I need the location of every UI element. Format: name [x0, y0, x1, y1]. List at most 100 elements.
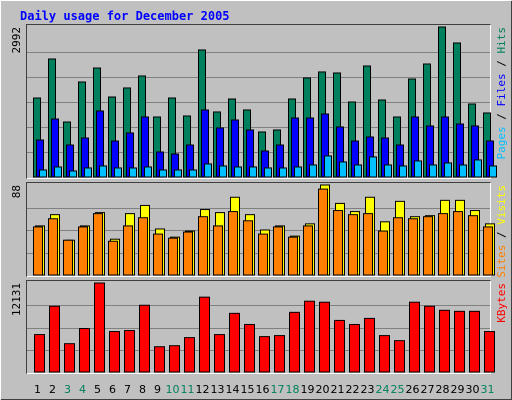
y-tick-label: 88	[10, 185, 23, 198]
x-tick-label: 1	[34, 383, 41, 396]
bar	[409, 301, 420, 373]
x-tick-label: 5	[94, 383, 101, 396]
legend: KBytes	[495, 283, 508, 323]
bar	[279, 167, 287, 178]
bar	[184, 337, 195, 373]
bar	[244, 323, 255, 373]
bar	[153, 233, 163, 276]
bar	[453, 211, 463, 276]
bar	[108, 240, 118, 276]
bar	[424, 305, 435, 373]
bar	[64, 343, 75, 373]
x-tick-label: 10	[166, 383, 180, 396]
bar	[189, 169, 197, 178]
bar	[363, 213, 373, 276]
bar	[109, 331, 120, 373]
bar	[484, 331, 495, 373]
bar	[444, 162, 452, 178]
bar	[54, 166, 62, 178]
x-tick-label: 7	[124, 383, 131, 396]
bar	[234, 166, 242, 178]
legend-entry: Sites	[495, 245, 508, 278]
x-tick-label: 25	[391, 383, 405, 396]
bar	[229, 312, 240, 373]
bar	[49, 305, 60, 373]
bar	[349, 323, 360, 373]
bar	[154, 346, 165, 373]
bar	[333, 210, 343, 276]
x-tick-label: 21	[331, 383, 345, 396]
bar	[289, 311, 300, 373]
x-tick-label: 30	[466, 383, 480, 396]
bar	[123, 225, 133, 276]
bar	[394, 340, 405, 373]
x-tick-label: 23	[361, 383, 375, 396]
bar	[303, 225, 313, 276]
bar	[199, 296, 210, 373]
bar	[364, 317, 375, 373]
bar	[393, 217, 403, 276]
bar	[63, 239, 73, 276]
y-tick-label: 12131	[10, 283, 23, 316]
y-tick-label: 2992	[10, 27, 23, 54]
bar	[249, 166, 257, 178]
bar	[99, 165, 107, 178]
bar	[474, 159, 482, 178]
bar	[414, 160, 422, 178]
bar	[243, 220, 253, 276]
bar	[309, 164, 317, 178]
bar	[139, 304, 150, 373]
x-tick-label: 22	[346, 383, 360, 396]
x-tick-label: 6	[109, 383, 116, 396]
x-tick-label: 16	[256, 383, 270, 396]
legend: Pages / Files / Hits	[495, 27, 508, 160]
bar	[459, 164, 467, 178]
bar	[204, 163, 212, 178]
bar	[138, 217, 148, 276]
bar	[304, 300, 315, 373]
bar	[439, 309, 450, 373]
x-tick-label: 24	[376, 383, 390, 396]
bar	[48, 218, 58, 276]
bar	[259, 336, 270, 373]
bar	[454, 310, 465, 373]
bar	[33, 226, 43, 276]
chart-title: Daily usage for December 2005	[20, 9, 230, 23]
bar	[324, 155, 332, 178]
x-tick-label: 14	[226, 383, 240, 396]
bar	[384, 164, 392, 178]
bar	[144, 166, 152, 178]
x-tick-label: 31	[481, 383, 495, 396]
bar	[174, 169, 182, 178]
legend-separator: /	[495, 54, 508, 74]
bar	[84, 167, 92, 178]
bar	[69, 170, 77, 178]
x-tick-label: 17	[271, 383, 285, 396]
bar	[379, 335, 390, 373]
x-tick-label: 29	[451, 383, 465, 396]
x-tick-label: 9	[154, 383, 161, 396]
x-tick-label: 2	[49, 383, 56, 396]
bar	[183, 231, 193, 276]
bar	[264, 167, 272, 178]
bar	[274, 335, 285, 373]
legend-separator: /	[495, 225, 508, 245]
x-tick-label: 20	[316, 383, 330, 396]
bar	[408, 218, 418, 276]
legend: Sites / Visits	[495, 185, 508, 278]
x-tick-label: 27	[421, 383, 435, 396]
legend-entry: Hits	[495, 27, 508, 54]
x-tick-label: 8	[139, 383, 146, 396]
x-tick-label: 4	[79, 383, 86, 396]
bar	[213, 225, 223, 276]
bar	[339, 161, 347, 178]
bar	[294, 166, 302, 178]
bar	[288, 236, 298, 276]
x-tick-label: 3	[64, 383, 71, 396]
bar	[129, 167, 137, 178]
bar	[429, 164, 437, 178]
bar	[214, 334, 225, 373]
bar	[483, 226, 493, 276]
panel-bevel-light	[27, 183, 491, 277]
